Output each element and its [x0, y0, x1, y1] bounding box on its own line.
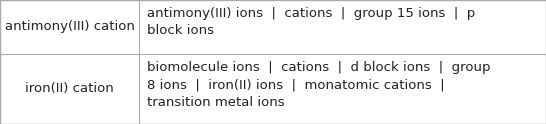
Text: antimony(III) cation: antimony(III) cation [5, 20, 134, 33]
Text: biomolecule ions  |  cations  |  d block ions  |  group
8 ions  |  iron(II) ions: biomolecule ions | cations | d block ion… [147, 61, 491, 109]
Text: iron(II) cation: iron(II) cation [25, 82, 114, 95]
Text: antimony(III) ions  |  cations  |  group 15 ions  |  p
block ions: antimony(III) ions | cations | group 15 … [147, 7, 476, 37]
